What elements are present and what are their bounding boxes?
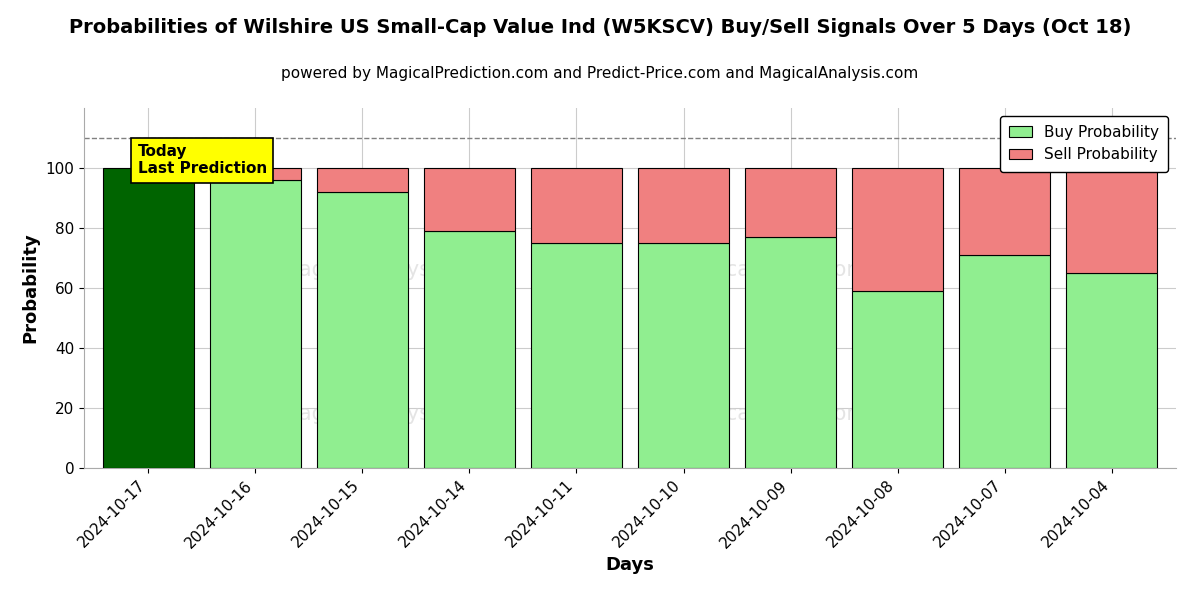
Bar: [103, 168, 193, 468]
Bar: [959, 255, 1050, 468]
Bar: [638, 168, 730, 243]
Bar: [424, 168, 515, 231]
Bar: [745, 168, 836, 237]
Text: Today
Last Prediction: Today Last Prediction: [138, 144, 266, 176]
Bar: [638, 243, 730, 468]
Bar: [1067, 168, 1157, 273]
Bar: [1067, 273, 1157, 468]
Bar: [852, 168, 943, 291]
Bar: [530, 168, 622, 243]
Bar: [210, 180, 301, 468]
Bar: [745, 237, 836, 468]
Text: MagicalPrediction.com: MagicalPrediction.com: [677, 260, 911, 280]
Bar: [530, 243, 622, 468]
Bar: [210, 168, 301, 180]
Legend: Buy Probability, Sell Probability: Buy Probability, Sell Probability: [1000, 116, 1169, 172]
Bar: [959, 168, 1050, 255]
Text: MagicalPrediction.com: MagicalPrediction.com: [677, 404, 911, 424]
Text: MagicalAnalysis.com: MagicalAnalysis.com: [281, 404, 498, 424]
Bar: [424, 231, 515, 468]
Bar: [317, 168, 408, 192]
Y-axis label: Probability: Probability: [22, 233, 40, 343]
X-axis label: Days: Days: [606, 556, 654, 574]
Bar: [317, 192, 408, 468]
Text: powered by MagicalPrediction.com and Predict-Price.com and MagicalAnalysis.com: powered by MagicalPrediction.com and Pre…: [281, 66, 919, 81]
Text: MagicalAnalysis.com: MagicalAnalysis.com: [281, 260, 498, 280]
Text: Probabilities of Wilshire US Small-Cap Value Ind (W5KSCV) Buy/Sell Signals Over : Probabilities of Wilshire US Small-Cap V…: [68, 18, 1132, 37]
Bar: [852, 291, 943, 468]
